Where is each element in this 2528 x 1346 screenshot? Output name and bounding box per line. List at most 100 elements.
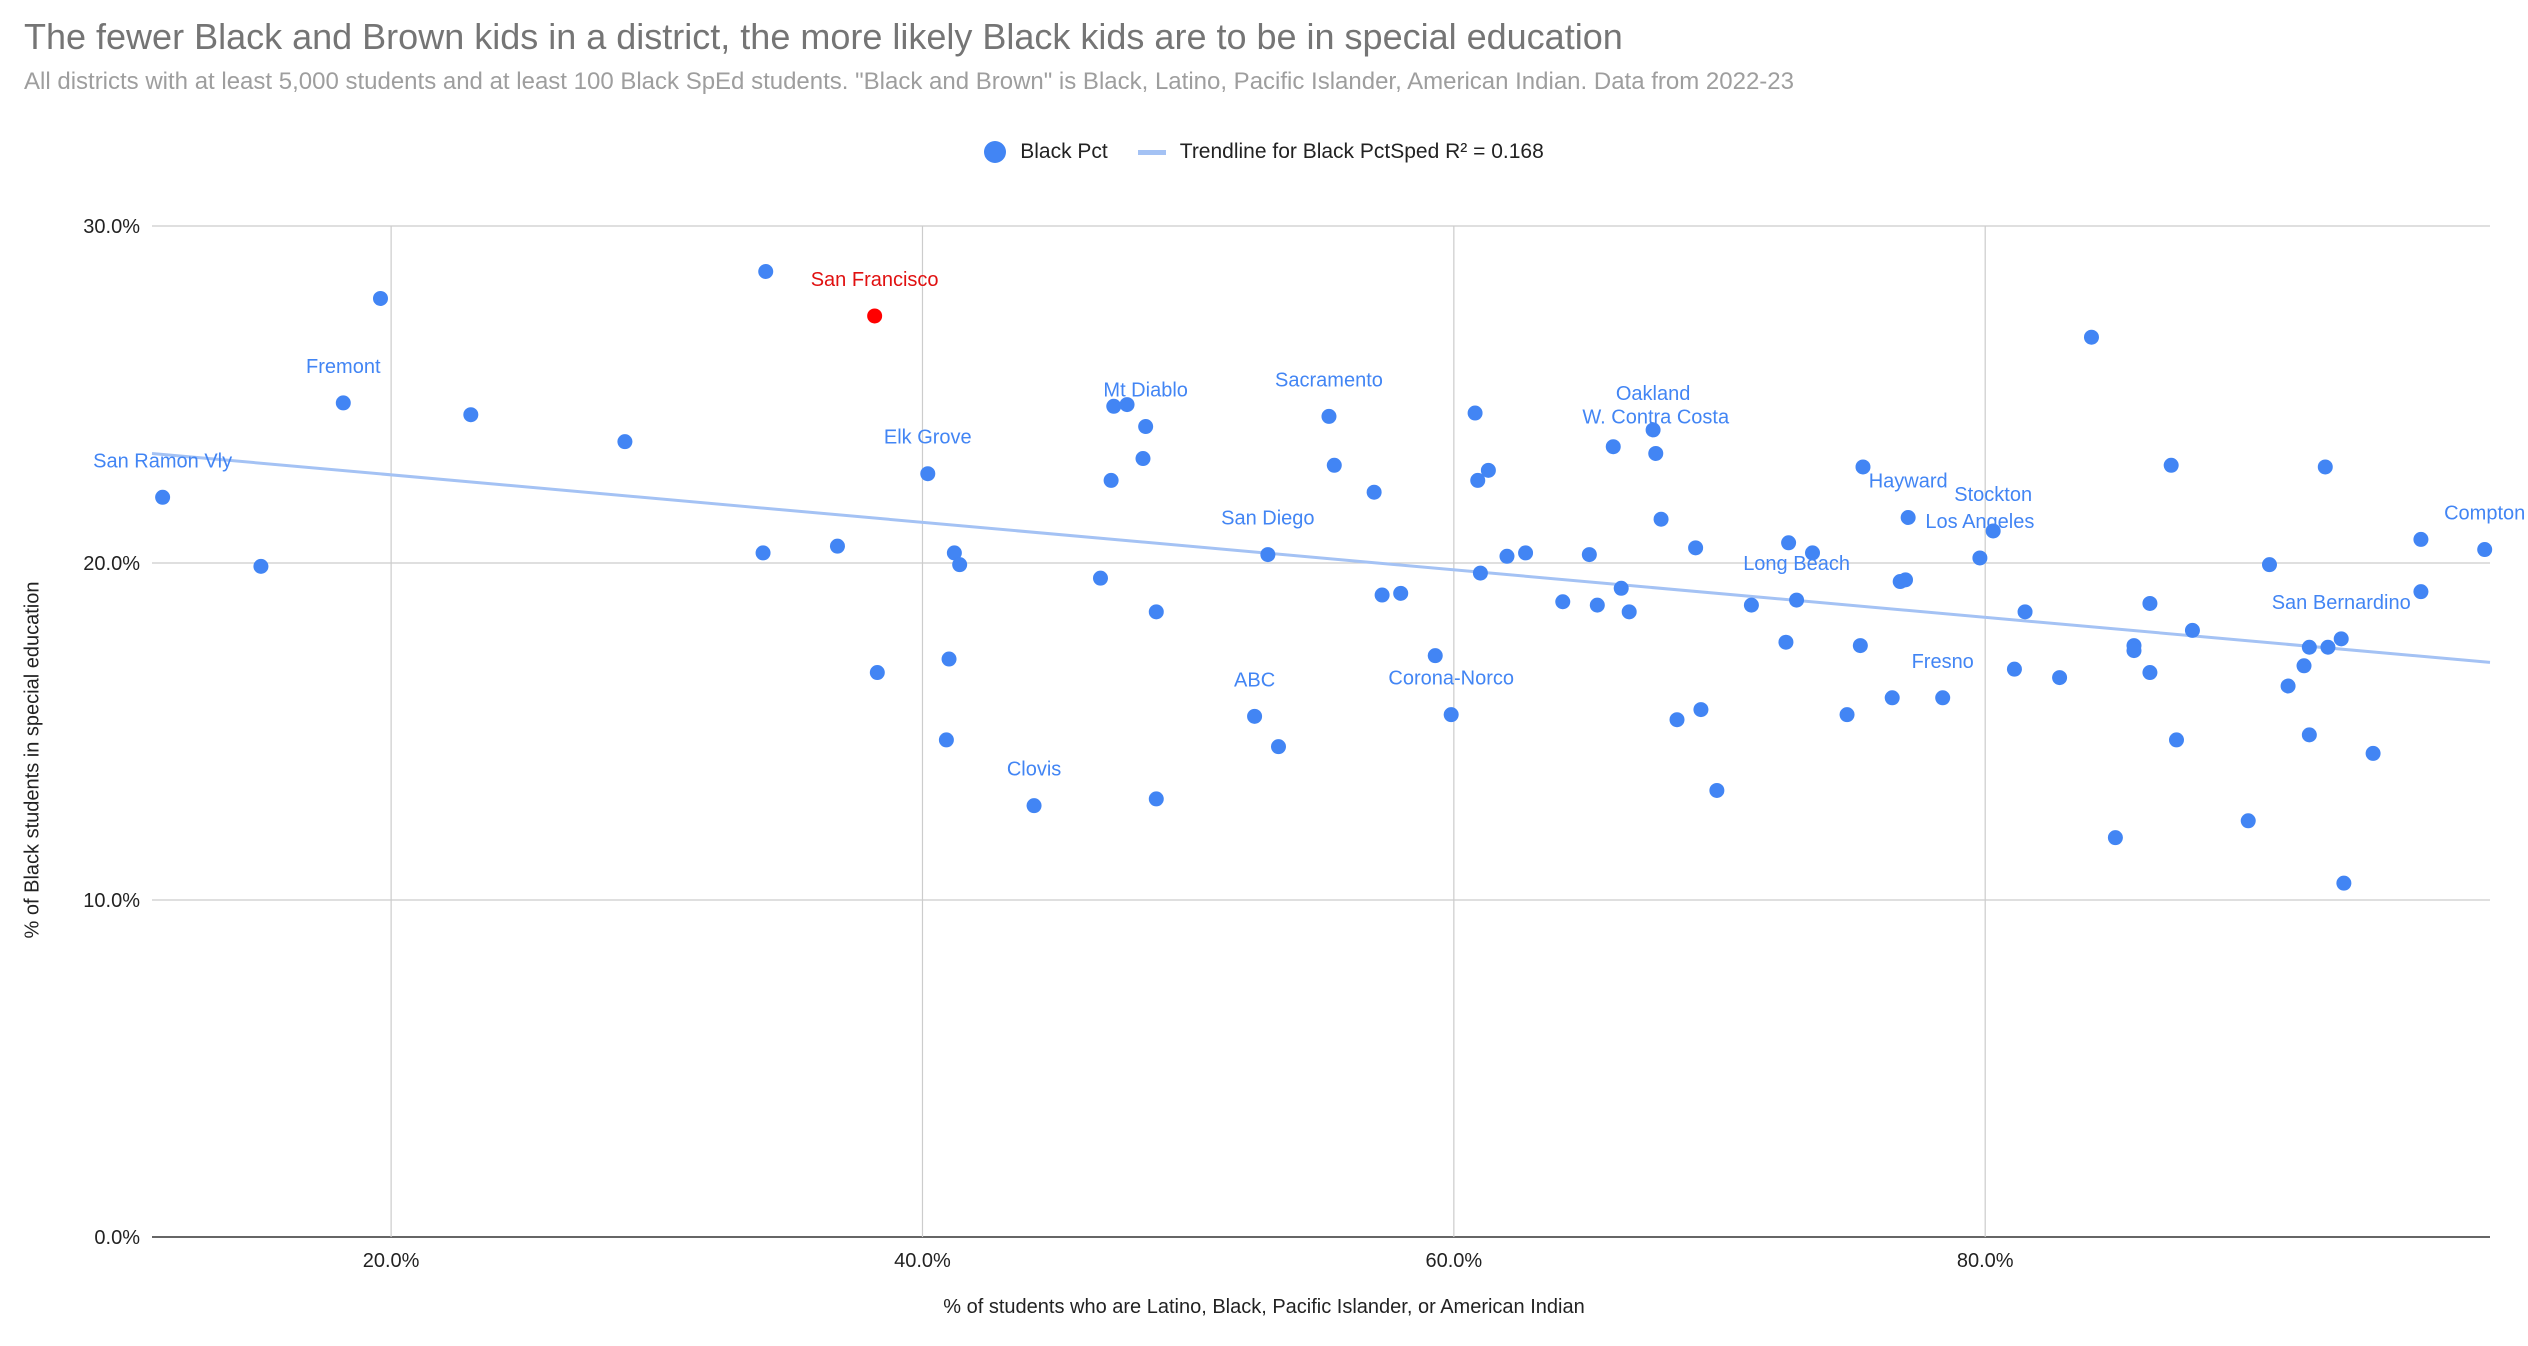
highlight-point <box>867 308 883 324</box>
data-point <box>1374 587 1390 603</box>
data-point <box>2142 665 2158 681</box>
data-point <box>2317 459 2333 475</box>
x-axis-title: % of students who are Latino, Black, Pac… <box>943 1296 1585 1318</box>
data-point <box>1789 592 1805 608</box>
y-tick-label: 10.0% <box>83 890 140 912</box>
data-point <box>1839 707 1855 723</box>
data-point <box>253 558 269 574</box>
point-label: Fremont <box>306 356 381 378</box>
data-point <box>2301 727 2317 743</box>
data-point <box>155 489 171 505</box>
data-point <box>1898 572 1913 588</box>
axis-ticks: 0.0% 10.0% 20.0% 30.0% 20.0% 40.0% 60.0% 80.0% <box>83 216 2013 1272</box>
data-point <box>1518 545 1534 561</box>
data-point <box>1092 570 1108 586</box>
data-point <box>1884 690 1900 706</box>
point-label: Sacramento <box>1275 369 1383 391</box>
data-point <box>1499 548 1515 564</box>
point-label: San Bernardino <box>2272 592 2411 614</box>
chart-legend: Black Pct Trendline for Black PctSped R²… <box>0 140 2528 164</box>
data-point <box>2477 542 2493 558</box>
data-point <box>1026 798 1042 814</box>
legend-trend-label: Trendline for Black PctSped R² = 0.168 <box>1179 140 1544 163</box>
data-point <box>1135 451 1151 467</box>
data-point <box>2126 643 2142 659</box>
data-point <box>1653 511 1669 527</box>
data-point <box>1467 405 1483 421</box>
data-point <box>1148 604 1164 620</box>
point-labels: San Ramon Vly Fremont San Francisco Elk Gro… <box>93 269 2525 781</box>
data-point <box>1935 690 1951 706</box>
data-point <box>1247 708 1263 724</box>
point-label: Clovis <box>1007 759 1061 781</box>
data-point <box>2261 557 2277 573</box>
point-label: ABC <box>1234 669 1275 691</box>
point-label: Elk Grove <box>884 427 972 449</box>
data-point <box>2083 329 2099 345</box>
data-point <box>1443 707 1459 723</box>
data-point <box>1321 408 1337 424</box>
point-label: Fresno <box>1912 651 1974 673</box>
data-point <box>2280 678 2296 694</box>
point-label: Oakland <box>1616 383 1691 405</box>
data-point <box>920 466 936 482</box>
data-point <box>1972 550 1988 566</box>
data-point <box>1555 594 1571 610</box>
legend-item-trendline[interactable]: Trendline for Black PctSped R² = 0.168 <box>1137 140 1544 164</box>
y-tick-label: 30.0% <box>83 216 140 238</box>
data-point <box>1119 397 1135 413</box>
data-point <box>1852 638 1868 654</box>
data-point <box>2301 639 2317 655</box>
x-tick-label: 20.0% <box>363 1250 420 1272</box>
point-label: Hayward <box>1869 471 1948 493</box>
point-label: Los Angeles <box>1925 511 2034 533</box>
data-point <box>1613 580 1629 596</box>
x-tick-label: 80.0% <box>1957 1250 2014 1272</box>
data-point <box>2413 584 2429 600</box>
data-point <box>938 732 954 748</box>
data-point <box>1805 545 1821 561</box>
legend-series-label: Black Pct <box>1020 140 1108 163</box>
data-point <box>2240 813 2256 829</box>
trendline-layer <box>151 451 2491 664</box>
data-point <box>1270 739 1286 755</box>
data-point <box>1781 535 1797 551</box>
data-point <box>869 665 885 681</box>
data-point <box>335 395 351 411</box>
data-point <box>617 434 633 450</box>
data-point <box>952 557 968 573</box>
data-point <box>1366 484 1382 500</box>
legend-dot-icon <box>984 141 1007 163</box>
data-point <box>1900 510 1916 526</box>
data-point <box>2142 595 2158 611</box>
data-point <box>1393 585 1409 601</box>
legend-item-series[interactable]: Black Pct <box>984 140 1108 164</box>
data-point <box>1472 565 1488 581</box>
legend-line-icon <box>1137 149 1166 155</box>
data-point <box>755 545 771 561</box>
y-axis-title: % of Black students in special education <box>21 581 44 939</box>
data-point <box>946 545 962 561</box>
data-point <box>372 290 388 306</box>
data-point <box>2333 631 2349 647</box>
data-point <box>1985 523 2001 539</box>
point-label: Corona-Norco <box>1388 668 1514 690</box>
data-point <box>2006 661 2022 677</box>
point-label: W. Contra Costa <box>1582 406 1730 428</box>
data-point <box>1106 398 1122 414</box>
point-label: San Francisco <box>811 269 939 291</box>
data-point <box>1138 419 1154 435</box>
data-point <box>2017 604 2033 620</box>
data-point <box>1648 445 1664 461</box>
data-point <box>758 263 774 279</box>
point-label: San Ramon Vly <box>93 450 232 472</box>
chart-subtitle: All districts with at least 5,000 studen… <box>24 68 1794 95</box>
data-point <box>1326 457 1342 473</box>
data-point <box>2296 658 2312 674</box>
data-point <box>1855 459 1871 475</box>
data-point <box>1148 791 1164 807</box>
data-point <box>2336 875 2352 891</box>
data-points <box>155 263 2493 891</box>
data-point <box>1709 782 1725 798</box>
